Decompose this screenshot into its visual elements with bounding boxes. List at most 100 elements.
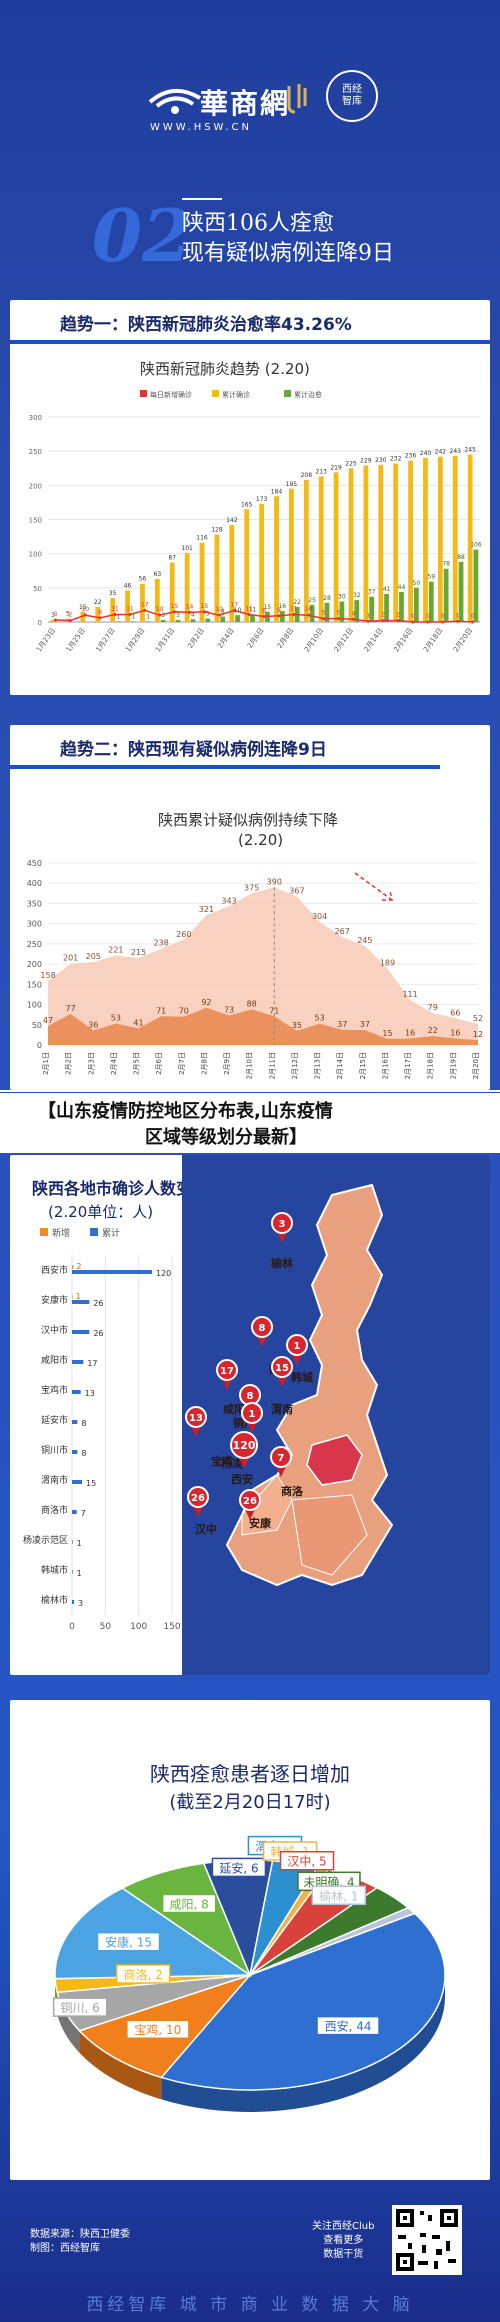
data-label: 221 [108, 946, 123, 955]
legend-swatch [90, 1228, 98, 1236]
data-label: 111 [402, 990, 417, 999]
data-label: 22 [428, 1026, 438, 1035]
x-tick-label: 2月12日 [333, 627, 355, 654]
marker-head [286, 1334, 308, 1356]
data-label-confirmed: 242 [435, 449, 447, 456]
bar-confirmed [318, 476, 324, 622]
pie-label-box [115, 1964, 171, 1984]
category-label: 韩城市 [41, 1564, 68, 1576]
daily-point [188, 610, 192, 614]
data-label-cured: 15 [264, 604, 272, 611]
data-label: 37 [360, 1020, 370, 1029]
bar-confirmed [244, 509, 250, 622]
category-label: 铜川市 [41, 1444, 68, 1456]
map-city-label: 杨凌 [221, 1456, 244, 1470]
data-label-confirmed: 229 [360, 458, 372, 465]
category-label: 延安市 [41, 1414, 68, 1426]
data-label-cured: 25 [308, 597, 316, 604]
data-label: 12 [473, 1030, 483, 1039]
bar-cured [354, 600, 360, 622]
data-label: 367 [289, 887, 304, 896]
xian-region [306, 1434, 363, 1486]
data-label-cured: 4 [191, 611, 195, 618]
data-label-cured: 3 [161, 612, 165, 619]
pie-label: 商洛, 2 [124, 1967, 163, 1982]
qr-code[interactable] [392, 2205, 462, 2275]
bar-total [72, 1270, 152, 1274]
marker-head [251, 1316, 273, 1338]
bar-new [72, 1295, 73, 1299]
data-label-cured: 3 [176, 612, 180, 619]
bar-confirmed [50, 619, 56, 622]
bar-cured [205, 618, 211, 622]
y-tick-label: 0 [38, 619, 42, 627]
x-tick-label: 2月3日 [87, 1052, 95, 1075]
daily-point [53, 618, 57, 622]
data-label-cured: 11 [249, 606, 257, 613]
y-tick-label: 400 [27, 879, 42, 888]
legend-swatch [40, 1228, 48, 1236]
footer-source: 数据来源：陕西卫健委 制图：西经智库 [30, 2229, 130, 2254]
marker-head [239, 1489, 261, 1511]
bar-confirmed [80, 611, 86, 622]
map-city-label: 渭南 [271, 1402, 293, 1416]
data-label-cured: 44 [398, 584, 406, 591]
data-label-cured: 1 [117, 613, 121, 620]
data-label-daily: 2 [396, 612, 400, 619]
category-label: 商洛市 [41, 1504, 68, 1516]
bar-confirmed [125, 590, 130, 622]
data-label: 37 [337, 1020, 347, 1029]
daily-point [113, 612, 117, 616]
data-label-cured: 8 [221, 609, 225, 616]
daily-point [426, 620, 430, 624]
marker-head [270, 1446, 292, 1468]
data-label: 205 [86, 952, 101, 961]
data-label-confirmed: 225 [345, 460, 357, 467]
map-marker: 8 [251, 1316, 273, 1347]
y-tick-label: 50 [33, 585, 42, 593]
bar-cured [413, 587, 419, 622]
data-label-confirmed: 208 [301, 472, 313, 479]
data-label-confirmed: 213 [315, 468, 327, 475]
data-label: 36 [88, 1020, 98, 1029]
data-label: 77 [66, 1004, 76, 1013]
data-label-cured: 1 [146, 613, 150, 620]
data-label: 158 [40, 971, 55, 980]
trend-card: 趋势一：陕西新冠肺炎治愈率43.26% 陕西新冠肺炎趋势 (2.20) 每日新增… [10, 300, 490, 695]
x-tick-label: 1月29日 [124, 627, 146, 654]
data-label-confirmed: 195 [286, 481, 298, 488]
marker-value: 17 [220, 1366, 234, 1377]
map-marker: 7 [270, 1446, 292, 1477]
marker-value: 7 [278, 1453, 285, 1464]
daily-point [456, 619, 460, 623]
bar-cured [324, 602, 330, 622]
legend-swatch [284, 390, 291, 397]
bar-confirmed [199, 542, 205, 622]
data-label: 15 [382, 1029, 392, 1038]
pie-label-box [161, 1893, 217, 1914]
data-label-daily: 11 [126, 605, 134, 612]
map-panel: 榆林延安韩城咸阳铜川杨凌渭南宝鸡西安商洛汉中安康3811781151312072… [182, 1155, 490, 1675]
cities-card: 陕西各地市确诊人数变化 (2.20单位：人) 新增 累计 0 50 100 150 西安市 2… [10, 1155, 490, 1675]
data-label-cured: 50 [413, 580, 421, 587]
bar-confirmed [169, 562, 175, 622]
data-label-daily: 1 [366, 612, 370, 619]
data-label: 35 [292, 1021, 302, 1030]
daily-point [322, 617, 326, 621]
map-marker: 26 [239, 1489, 261, 1520]
data-label-cured: 5 [206, 611, 210, 618]
bar-confirmed [423, 458, 428, 622]
pie-label: 宝鸡, 10 [134, 2022, 181, 2037]
data-label-daily: 0 [441, 613, 445, 620]
legend-label: 新增 [52, 1227, 70, 1239]
x-tick-label: 1月25日 [65, 627, 87, 654]
pie-label: 汉中, 5 [287, 1854, 326, 1869]
data-label: 16 [405, 1029, 415, 1038]
section-number: 02 [92, 193, 193, 278]
data-label-total: 15 [86, 1479, 96, 1488]
jiu-logo-icon [283, 78, 313, 118]
area-cumulative [48, 887, 478, 1045]
data-label-daily: 10 [305, 606, 313, 613]
